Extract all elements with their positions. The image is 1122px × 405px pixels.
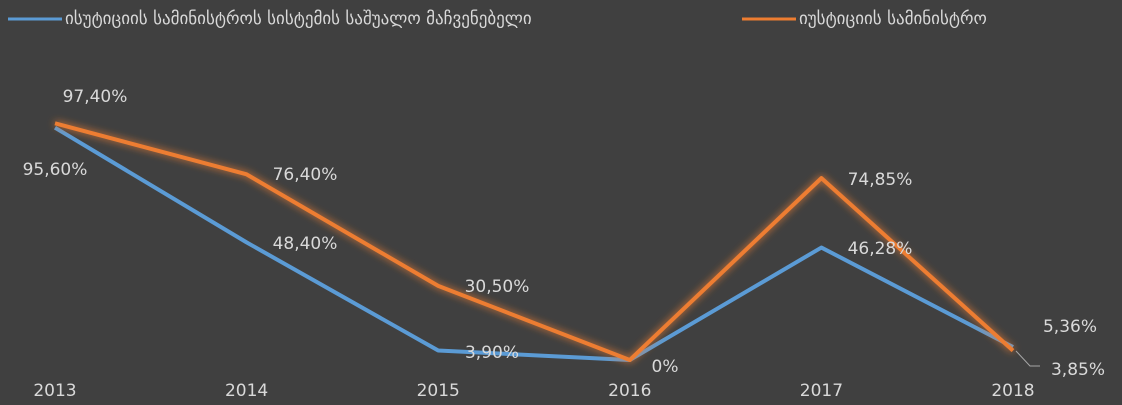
data-label: 3,85%: [1051, 360, 1105, 380]
x-tick-label: 2013: [33, 381, 76, 401]
data-label: 48,40%: [273, 234, 338, 254]
data-label: 74,85%: [848, 170, 913, 190]
data-label: 97,40%: [63, 87, 128, 107]
data-label: 30,50%: [465, 277, 530, 297]
legend-label: იუსტიციის სამინისტრო: [799, 9, 987, 29]
data-label: 0%: [652, 357, 679, 377]
data-label: 76,40%: [273, 165, 338, 185]
line: [54, 121, 1015, 362]
x-tick-label: 2017: [800, 381, 843, 401]
x-tick-label: 2014: [225, 381, 268, 401]
x-tick-label: 2016: [608, 381, 651, 401]
data-label: 95,60%: [23, 160, 88, 180]
leader-line: [1015, 350, 1040, 367]
data-label: 3,90%: [465, 343, 519, 363]
data-label: 46,28%: [848, 239, 913, 259]
line: [53, 125, 1014, 362]
legend-label: ისუტიციის სამინისტროს სისტემის საშუალო მ…: [65, 9, 532, 29]
x-tick-label: 2018: [991, 381, 1034, 401]
x-tick-label: 2015: [417, 381, 460, 401]
data-label: 5,36%: [1043, 317, 1097, 337]
